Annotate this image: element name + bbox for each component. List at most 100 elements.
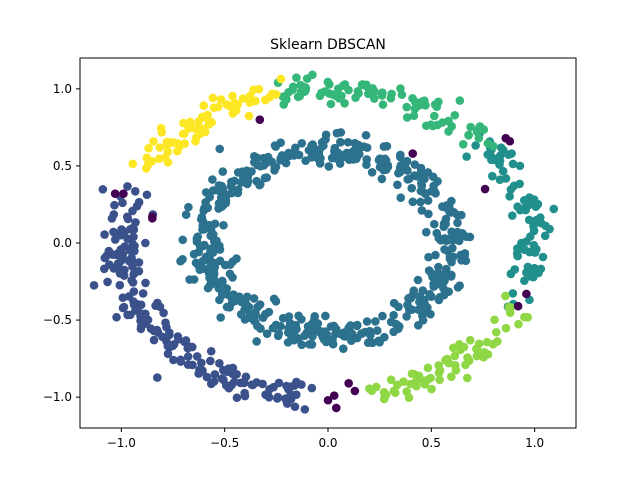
data-point-inner-circle [349, 155, 358, 164]
data-point-outer-bottom-right [520, 312, 529, 322]
data-point-outer-top-left [198, 124, 207, 134]
data-point-inner-circle [371, 317, 380, 326]
data-point-inner-circle [336, 329, 345, 339]
data-point-outer-left-bottom [230, 377, 239, 387]
data-point-outer-right [485, 149, 495, 159]
data-point-inner-circle [250, 157, 260, 166]
data-point-outer-top [409, 111, 419, 121]
data-point-inner-circle [449, 207, 459, 217]
data-point-outer-left-bottom [136, 309, 145, 318]
data-point-outer-top-left [204, 120, 214, 129]
data-point-inner-circle [372, 326, 382, 335]
data-point-outer-left-bottom [103, 277, 112, 287]
data-point-outer-left-bottom [141, 238, 150, 248]
y-axis: −1.0 −0.5 0.0 0.5 1.0 [43, 82, 80, 404]
data-point-inner-circle [378, 311, 387, 321]
data-point-inner-circle [424, 209, 433, 219]
data-point-outer-left-bottom [134, 258, 144, 267]
data-point-outer-left-bottom [149, 335, 159, 345]
data-point-outer-right [522, 268, 531, 277]
x-tick-label: 1.0 [525, 436, 544, 450]
data-point-inner-circle [285, 149, 294, 158]
data-point-outer-left-bottom [218, 365, 228, 375]
data-point-noise [255, 115, 265, 124]
data-point-outer-top [458, 140, 468, 149]
data-point-outer-top-left [238, 94, 248, 103]
data-point-inner-circle [427, 187, 436, 196]
data-point-noise [323, 395, 333, 405]
x-tick-label: −0.5 [210, 436, 239, 450]
data-point-outer-top-left [208, 93, 218, 103]
data-point-outer-left-bottom [202, 372, 212, 382]
data-point-outer-left-bottom [153, 373, 162, 382]
data-point-inner-circle [439, 270, 449, 280]
data-point-inner-circle [419, 300, 428, 310]
data-point-inner-circle [203, 283, 213, 293]
data-point-inner-circle [270, 141, 280, 150]
data-point-inner-circle [216, 313, 225, 322]
data-point-outer-top [489, 141, 498, 151]
data-point-outer-left-bottom [125, 256, 134, 266]
data-point-inner-circle [421, 227, 431, 237]
data-point-inner-circle [434, 233, 444, 243]
data-point-outer-left-bottom [129, 225, 139, 234]
data-point-outer-right [538, 252, 548, 262]
data-point-inner-circle [419, 188, 429, 197]
data-point-outer-right [501, 174, 511, 183]
data-point-outer-top [430, 111, 439, 121]
data-point-inner-circle [461, 256, 471, 266]
data-point-outer-left-bottom [206, 346, 216, 356]
data-point-inner-circle [449, 231, 459, 241]
data-point-outer-left-bottom [109, 264, 119, 273]
data-point-inner-circle [253, 302, 262, 312]
data-point-inner-circle [432, 278, 442, 287]
data-point-outer-bottom-right [434, 361, 444, 370]
data-point-outer-bottom-right [390, 388, 400, 398]
data-point-outer-left-bottom [142, 190, 152, 200]
data-point-inner-circle [297, 138, 307, 148]
data-point-outer-left-bottom [261, 390, 270, 399]
data-point-inner-circle [185, 275, 194, 284]
data-point-inner-circle [408, 197, 418, 207]
data-point-noise [408, 149, 418, 158]
data-point-inner-circle [443, 235, 452, 245]
data-point-inner-circle [428, 172, 438, 182]
data-point-inner-circle [352, 321, 362, 331]
data-point-inner-circle [413, 275, 423, 285]
data-point-noise [331, 403, 341, 413]
data-point-outer-left-bottom [136, 321, 146, 331]
data-point-outer-right [515, 161, 525, 171]
data-point-outer-bottom-right [450, 351, 460, 361]
data-point-outer-right [499, 145, 508, 155]
data-point-outer-right [507, 211, 517, 220]
data-point-outer-bottom-right [472, 345, 482, 355]
data-point-outer-top-left [192, 133, 201, 142]
data-point-noise [501, 133, 511, 143]
data-point-outer-top-left [260, 95, 270, 105]
data-point-outer-bottom-right [435, 375, 444, 385]
data-point-outer-top [340, 99, 349, 108]
data-point-outer-top [415, 100, 425, 110]
data-point-outer-left-bottom [123, 182, 132, 191]
data-point-inner-circle [416, 197, 425, 207]
data-point-outer-left-bottom [124, 292, 134, 301]
data-point-inner-circle [181, 210, 191, 219]
data-point-outer-right [520, 276, 529, 286]
data-point-outer-top [396, 84, 405, 93]
data-point-inner-circle [302, 328, 312, 338]
data-point-outer-bottom-right [451, 365, 461, 375]
data-point-outer-right [529, 226, 539, 236]
data-point-outer-top [378, 100, 388, 109]
data-point-inner-circle [367, 167, 377, 177]
data-point-outer-top [358, 80, 367, 89]
data-point-outer-left-bottom [183, 352, 193, 361]
data-point-inner-circle [200, 203, 209, 213]
data-point-inner-circle [333, 148, 343, 158]
data-point-outer-top [308, 70, 317, 80]
data-point-inner-circle [199, 241, 208, 251]
data-point-inner-circle [423, 196, 433, 205]
data-point-inner-circle [460, 249, 470, 258]
data-point-inner-circle [386, 317, 396, 327]
data-point-inner-circle [424, 252, 433, 262]
